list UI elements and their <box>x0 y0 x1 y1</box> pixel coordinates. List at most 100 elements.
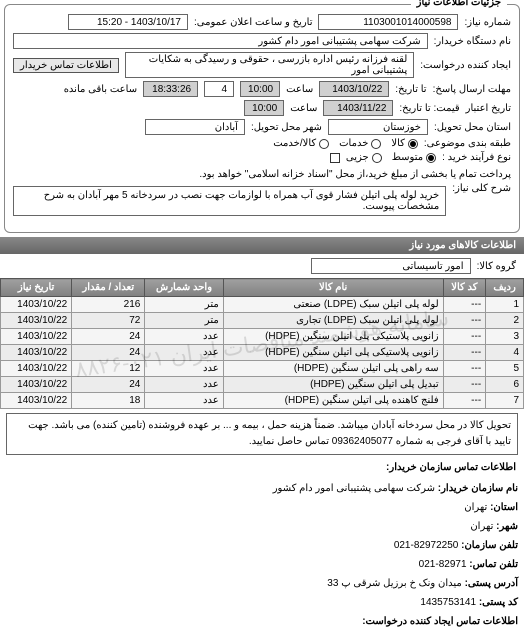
radio-both[interactable]: کالا/خدمت <box>273 138 329 149</box>
table-cell: 24 <box>72 377 145 393</box>
table-row[interactable]: 4---زانویی پلاستیکی پلی اتیلن سنگین (HDP… <box>1 345 524 361</box>
table-cell: 1 <box>486 297 524 313</box>
table-row[interactable]: 5---سه راهی پلی اتیلن سنگین (HDPE)عدد121… <box>1 361 524 377</box>
table-row[interactable]: 7---فلنج کاهنده پلی اتیلن سنگین (HDPE)عد… <box>1 393 524 409</box>
radio-goods[interactable]: کالا <box>391 138 418 149</box>
group-value: امور تاسیساتی <box>311 258 471 274</box>
time-label-1: ساعت <box>286 84 313 95</box>
table-row[interactable]: 2---لوله پلی اتیلن سبک (LDPE) تجاریمتر72… <box>1 313 524 329</box>
table-cell: 1403/10/22 <box>1 345 72 361</box>
table-cell: 3 <box>486 329 524 345</box>
table-row[interactable]: 3---زانویی پلاستیکی پلی اتیلن سنگین (HDP… <box>1 329 524 345</box>
table-cell: --- <box>443 377 486 393</box>
deliver-province-label: استان محل تحویل: <box>434 122 511 133</box>
summary-box: خرید لوله پلی اتیلن فشار قوی آب همراه با… <box>13 186 446 216</box>
radio-small[interactable]: جزیی <box>346 152 382 163</box>
radio-icon <box>426 153 436 163</box>
description-box: تحویل کالا در محل سردخانه آبادان میباشد.… <box>6 413 518 455</box>
table-cell: لوله پلی اتیلن سبک (LDPE) تجاری <box>223 313 443 329</box>
table-cell: 1403/10/22 <box>1 329 72 345</box>
goods-table-wrap: ردیفکد کالانام کالاواحد شمارشتعداد / مقد… <box>0 278 524 409</box>
table-cell: عدد <box>145 393 223 409</box>
table-cell: 12 <box>72 361 145 377</box>
table-header: تعداد / مقدار <box>72 279 145 297</box>
table-cell: عدد <box>145 345 223 361</box>
table-cell: 1403/10/22 <box>1 297 72 313</box>
radio-icon <box>319 139 329 149</box>
table-cell: 6 <box>486 377 524 393</box>
table-header: تاریخ نیاز <box>1 279 72 297</box>
table-cell: 1403/10/22 <box>1 361 72 377</box>
org-value: شرکت سهامی پشتیبانی امور دام کشور <box>273 483 435 494</box>
table-cell: زانویی پلاستیکی پلی اتیلن سنگین (HDPE) <box>223 345 443 361</box>
table-row[interactable]: 1---لوله پلی اتیلن سبک (LDPE) صنعتیمتر21… <box>1 297 524 313</box>
table-cell: 24 <box>72 329 145 345</box>
buytype-label: نوع فرآیند خرید : <box>442 152 511 163</box>
time-label-2: ساعت <box>290 103 317 114</box>
table-cell: سه راهی پلی اتیلن سنگین (HDPE) <box>223 361 443 377</box>
row-credit: تاریخ اعتبار قیمت: تا تاریخ: 1403/11/22 … <box>13 100 511 116</box>
table-cell: عدد <box>145 377 223 393</box>
price-date: 1403/11/22 <box>323 100 393 116</box>
requester-value: لقنه فرزانه رئیس اداره بازرسی ، حقوقی و … <box>125 52 414 78</box>
buyer-org-value: شرکت سهامی پشتیبانی امور دام کشور <box>13 33 428 49</box>
radio-medium[interactable]: متوسط <box>392 152 436 163</box>
table-cell: --- <box>443 297 486 313</box>
table-cell: 5 <box>486 361 524 377</box>
opt-medium: متوسط <box>392 152 423 163</box>
buytype-note: پرداخت تمام یا بخشی از مبلغ خرید،از محل … <box>199 169 511 180</box>
table-row[interactable]: 6---تبدیل پلی اتیلن سنگین (HDPE)عدد24140… <box>1 377 524 393</box>
details-panel: جزئیات اطلاعات نیاز شماره نیاز: 11030010… <box>4 4 520 233</box>
deliver-province: خوزستان <box>328 119 428 135</box>
buyer-contact-button[interactable]: اطلاعات تماس خریدار <box>13 58 119 73</box>
class-radio-group: کالا خدمات کالا/خدمت <box>273 138 418 149</box>
summary-label: شرح کلی نیاز: <box>452 183 511 194</box>
table-cell: 1403/10/22 <box>1 377 72 393</box>
opt-both: کالا/خدمت <box>273 138 316 149</box>
addr-label: آدرس پستی: <box>465 578 518 589</box>
table-header: نام کالا <box>223 279 443 297</box>
phone-value: 82972250-021 <box>394 540 459 551</box>
announce-value: 1403/10/17 - 15:20 <box>68 14 188 30</box>
city-value: تهران <box>470 521 493 532</box>
table-cell: متر <box>145 313 223 329</box>
remain-value: 18:33:26 <box>143 81 198 97</box>
table-cell: 24 <box>72 345 145 361</box>
table-cell: --- <box>443 345 486 361</box>
table-cell: متر <box>145 297 223 313</box>
opt-services: خدمات <box>339 138 368 149</box>
price-until-label: قیمت: تا تاریخ: <box>399 103 459 114</box>
small-field: 4 <box>204 81 234 97</box>
creator-label: اطلاعات تماس ایجاد کننده درخواست: <box>362 616 518 627</box>
row-requester: ایجاد کننده درخواست: لقنه فرزانه رئیس اد… <box>13 52 511 78</box>
deliver-city-label: شهر محل تحویل: <box>251 122 322 133</box>
buytype-radio-group: متوسط جزیی <box>346 152 436 163</box>
buyer-org-label: نام دستگاه خریدار: <box>434 36 511 47</box>
table-cell: --- <box>443 393 486 409</box>
table-cell: 72 <box>72 313 145 329</box>
province-value: تهران <box>464 502 487 513</box>
contact-section-header: اطلاعات تماس سازمان خریدار: <box>0 459 524 476</box>
table-cell: فلنج کاهنده پلی اتیلن سنگین (HDPE) <box>223 393 443 409</box>
row-need-no: شماره نیاز: 1103001014000598 تاریخ و ساع… <box>13 14 511 30</box>
radio-icon <box>371 139 381 149</box>
row-buytype: نوع فرآیند خرید : متوسط جزیی پرداخت تمام… <box>13 152 511 180</box>
table-header: کد کالا <box>443 279 486 297</box>
table-cell: عدد <box>145 361 223 377</box>
table-cell: 1403/10/22 <box>1 313 72 329</box>
deadline-until-label: تا تاریخ: <box>395 84 426 95</box>
row-delivery: استان محل تحویل: خوزستان شهر محل تحویل: … <box>13 119 511 135</box>
need-no-value: 1103001014000598 <box>318 14 458 30</box>
class-label: طبقه بندی موضوعی: <box>424 138 511 149</box>
row-classification: طبقه بندی موضوعی: کالا خدمات کالا/خدمت <box>13 138 511 149</box>
price-time: 10:00 <box>244 100 284 116</box>
table-header: واحد شمارش <box>145 279 223 297</box>
table-cell: لوله پلی اتیلن سبک (LDPE) صنعتی <box>223 297 443 313</box>
city-label: شهر: <box>496 521 518 532</box>
treasury-checkbox[interactable] <box>330 153 340 163</box>
deadline-time: 10:00 <box>240 81 280 97</box>
row-group: گروه کالا: امور تاسیساتی <box>8 258 516 274</box>
table-cell: --- <box>443 361 486 377</box>
table-cell: 18 <box>72 393 145 409</box>
radio-services[interactable]: خدمات <box>339 138 381 149</box>
